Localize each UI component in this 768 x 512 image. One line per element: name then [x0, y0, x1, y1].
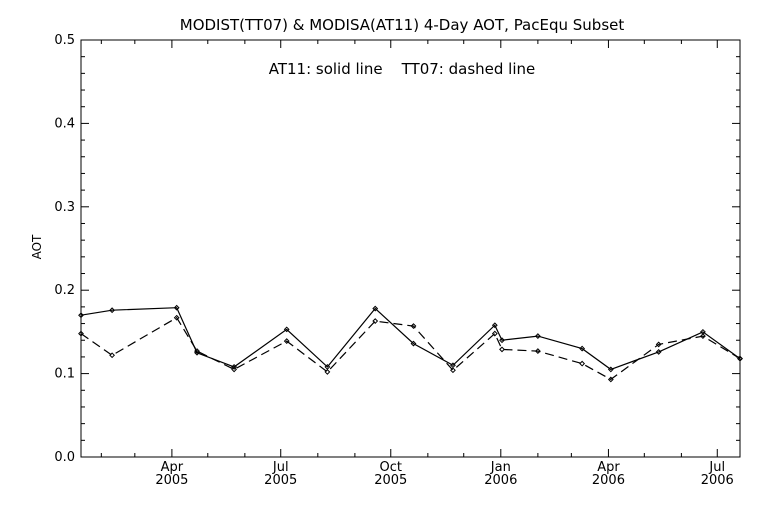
data-point-tt07: [194, 348, 200, 354]
data-point-tt07: [450, 367, 456, 374]
x-tick-label-year: 2005: [374, 473, 407, 488]
y-axis-label: AOT: [30, 234, 44, 259]
data-point-tt07: [231, 366, 237, 373]
data-point-tt07: [410, 323, 417, 329]
y-tick-label: 0.2: [54, 283, 75, 298]
x-tick-label-year: 2006: [592, 473, 625, 488]
data-point-at11: [499, 337, 505, 344]
data-point-tt07: [491, 330, 498, 337]
data-point-tt07: [579, 360, 586, 367]
data-point-tt07: [283, 338, 290, 344]
data-point-tt07: [78, 330, 84, 337]
data-point-tt07: [499, 346, 505, 353]
data-point-at11: [491, 322, 498, 329]
data-point-at11: [655, 349, 662, 355]
plot-area: 0.00.10.20.30.40.5Apr2005Jul2005Oct2005J…: [54, 33, 743, 488]
data-point-at11: [78, 312, 84, 319]
x-tick-label-month: Jul: [708, 460, 725, 475]
x-tick-label-month: Oct: [380, 460, 402, 475]
data-point-tt07: [173, 314, 180, 321]
y-tick-label: 0.4: [54, 116, 75, 131]
data-point-at11: [231, 364, 237, 370]
data-point-at11: [109, 307, 116, 314]
chart-title: MODIST(TT07) & MODISA(AT11) 4-Day AOT, P…: [180, 16, 625, 34]
x-tick-label-year: 2006: [701, 473, 734, 488]
series-style-legend: AT11: solid line TT07: dashed line: [269, 60, 536, 78]
data-point-tt07: [372, 318, 379, 324]
x-tick-label-month: Jan: [490, 460, 511, 475]
data-point-tt07: [607, 376, 614, 383]
data-point-tt07: [324, 369, 331, 375]
x-tick-label-month: Apr: [597, 460, 620, 475]
data-point-at11: [372, 305, 379, 312]
data-point-tt07: [109, 352, 116, 359]
x-tick-label-year: 2005: [264, 473, 297, 488]
y-tick-label: 0.1: [54, 367, 75, 382]
x-tick-label-month: Jul: [272, 460, 289, 475]
data-point-at11: [534, 333, 541, 339]
plot-frame: [80, 39, 741, 458]
series-line-tt07: [80, 316, 741, 381]
y-tick-label: 0.0: [54, 450, 75, 465]
data-point-at11: [579, 345, 586, 352]
data-point-tt07: [737, 355, 743, 362]
y-tick-label: 0.3: [54, 200, 75, 215]
data-point-at11: [173, 304, 180, 311]
x-tick-label-month: Apr: [161, 460, 184, 475]
data-point-at11: [607, 366, 614, 373]
data-point-at11: [410, 340, 417, 347]
x-tick-label-year: 2006: [484, 473, 517, 488]
data-point-tt07: [655, 341, 662, 348]
data-point-tt07: [700, 333, 706, 339]
data-point-at11: [283, 326, 290, 333]
x-tick-label-year: 2005: [155, 473, 188, 488]
data-point-tt07: [534, 348, 541, 354]
series-line-at11: [80, 307, 741, 371]
y-tick-label: 0.5: [54, 33, 75, 48]
